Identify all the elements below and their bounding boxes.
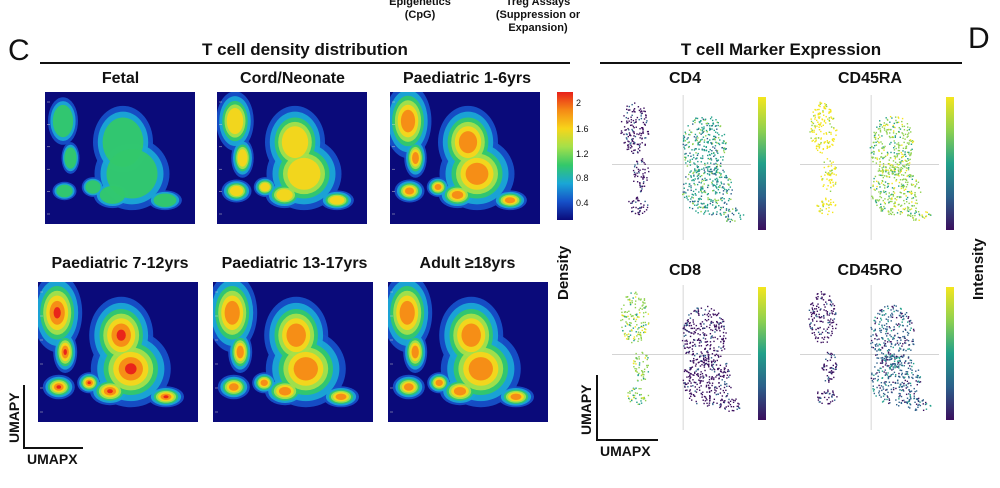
panel-letter-d: D — [968, 22, 990, 55]
plot-title-cd8: CD8 — [668, 262, 701, 279]
panel-c-x-axis-line — [23, 447, 83, 449]
density-map-fetal — [45, 92, 195, 224]
plot-title-cord-neonate: Cord/Neonate — [240, 70, 345, 87]
expression-map-cd45ra — [800, 95, 958, 240]
plot-title-cd4: CD4 — [668, 70, 701, 87]
plot-title-paediatric-1-6: Paediatric 1-6yrs — [402, 70, 532, 87]
plot-title-paediatric-13-17: Paediatric 13-17yrs — [221, 255, 368, 272]
panel-c-umapx-label: UMAPX — [27, 451, 78, 467]
plot-title-cd45ro: CD45RO — [837, 262, 903, 279]
panel-d-umapy-label: UMAPY — [578, 384, 594, 435]
density-map-paediatric-13-17 — [213, 282, 373, 422]
panel-c-y-axis-line — [23, 385, 25, 449]
panel-letter-c: C — [8, 34, 30, 67]
density-map-paediatric-7-12 — [38, 282, 198, 422]
plot-title-fetal: Fetal — [101, 70, 140, 87]
density-map-adult — [388, 282, 548, 422]
density-colorbar — [557, 92, 573, 220]
epigenetics-label: Epigenetics (CpG) — [389, 0, 451, 21]
panel-d-title: T cell Marker Expression — [680, 40, 882, 59]
panel-d-y-axis-line — [596, 375, 598, 441]
density-legend-label: Density — [555, 245, 572, 300]
plot-title-adult: Adult ≥18yrs — [419, 255, 516, 272]
density-tick-0-8: 0.8 — [576, 173, 589, 183]
density-tick-2: 2 — [576, 98, 582, 108]
density-tick-0-4: 0.4 — [576, 198, 589, 208]
density-tick-1-6: 1.6 — [576, 124, 589, 134]
expression-map-cd8 — [612, 285, 770, 430]
panel-d-rule — [600, 62, 962, 64]
density-map-cord-neonate — [217, 92, 367, 224]
panel-d-umapx-label: UMAPX — [600, 443, 651, 459]
expression-map-cd45ro — [800, 285, 958, 430]
density-map-paediatric-1-6 — [390, 92, 540, 224]
panel-c-rule — [40, 62, 570, 64]
density-tick-1-2: 1.2 — [576, 149, 589, 159]
expression-map-cd4 — [612, 95, 770, 240]
intensity-legend-label: Intensity — [970, 238, 987, 300]
treg-assays-label: Treg Assays (Suppression or Expansion) — [495, 0, 581, 34]
panel-d-x-axis-line — [596, 439, 658, 441]
plot-title-paediatric-7-12: Paediatric 7-12yrs — [51, 255, 189, 272]
plot-title-cd45ra: CD45RA — [837, 70, 902, 87]
panel-c-title: T cell density distribution — [202, 40, 408, 59]
panel-c-umapy-label: UMAPY — [6, 392, 22, 443]
